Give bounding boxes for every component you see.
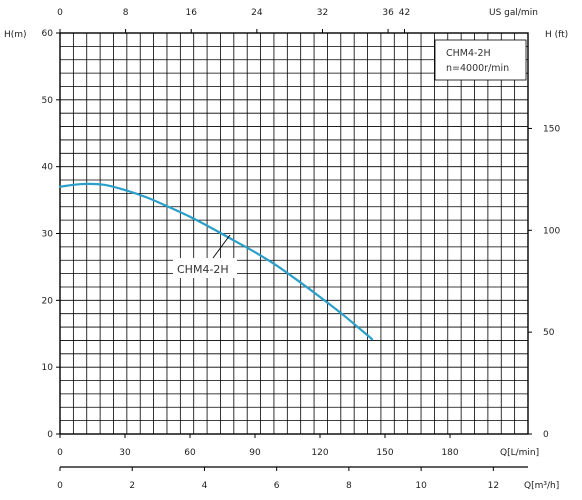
chart-grid [60, 33, 528, 434]
curve-label-group: CHM4-2H [173, 234, 237, 278]
x-top-tick-label: 42 [399, 8, 410, 18]
y-right-tick-label: 100 [543, 226, 560, 236]
y-left-tick-label: 60 [42, 29, 54, 39]
curve-label-leader [212, 234, 231, 259]
x-top-tick-label: 36 [382, 8, 394, 18]
y-left-tick-label: 30 [42, 230, 54, 240]
x-bottom-lmin-tick-label: 150 [376, 448, 393, 458]
y-right-tick-label: 0 [543, 430, 549, 440]
legend-box [434, 39, 527, 81]
y-left-tick-label: 50 [42, 96, 54, 106]
x-bottom-lmin-tick-label: 90 [249, 448, 261, 458]
x-bottom-lmin-tick-label: 60 [184, 448, 196, 458]
y-right-axis-title: H (ft) [545, 30, 568, 40]
x-top-tick-label: 24 [251, 8, 263, 18]
legend: CHM4-2H n=4000r/min [434, 39, 527, 81]
x-bottom-lmin-tick-label: 180 [441, 448, 458, 458]
x-bottom-m3h-tick-label: 12 [488, 481, 499, 491]
x-bottom-m3h-tick-label: 0 [57, 481, 63, 491]
series-layer [58, 182, 374, 341]
x-top-tick-label: 16 [186, 8, 198, 18]
y-left-tick-label: 20 [42, 296, 54, 306]
y-left-tick-label: 40 [42, 163, 54, 173]
x-bottom-m3h-tick-label: 4 [202, 481, 208, 491]
x-bottom-lmin-tick-label: 30 [119, 448, 131, 458]
x-top-tick-label: 32 [317, 8, 328, 18]
x-bottom-m3h-tick-label: 2 [129, 481, 135, 491]
x-bottom-m3h-tick-label: 6 [274, 481, 280, 491]
x-bottom-lmin-tick-label: 0 [57, 448, 63, 458]
x-bottom-m3h-tick-label: 8 [346, 481, 352, 491]
y-left-tick-label: 0 [47, 430, 53, 440]
x-bottom-m3h-tick-label: 10 [415, 481, 427, 491]
x-bottom-lmin-axis-title: Q[L/min] [500, 448, 539, 458]
legend-speed: n=4000r/min [446, 63, 509, 74]
y-left-tick-label: 10 [42, 363, 54, 373]
legend-model: CHM4-2H [446, 48, 491, 59]
x-top-tick-label: 8 [123, 8, 129, 18]
y-left-axis-title: H(m) [4, 30, 27, 40]
y-right-tick-label: 150 [543, 124, 560, 134]
series-line [58, 182, 374, 341]
curve-label-bg [173, 258, 237, 278]
curve-label: CHM4-2H [177, 263, 229, 276]
y-right-tick-label: 50 [543, 328, 555, 338]
x-bottom-m3h-axis-title: Q[m³/h] [524, 481, 559, 491]
x-bottom-lmin-tick-label: 120 [311, 448, 328, 458]
x-top-axis-title: US gal/min [489, 8, 538, 18]
x-top-tick-label: 0 [57, 8, 63, 18]
